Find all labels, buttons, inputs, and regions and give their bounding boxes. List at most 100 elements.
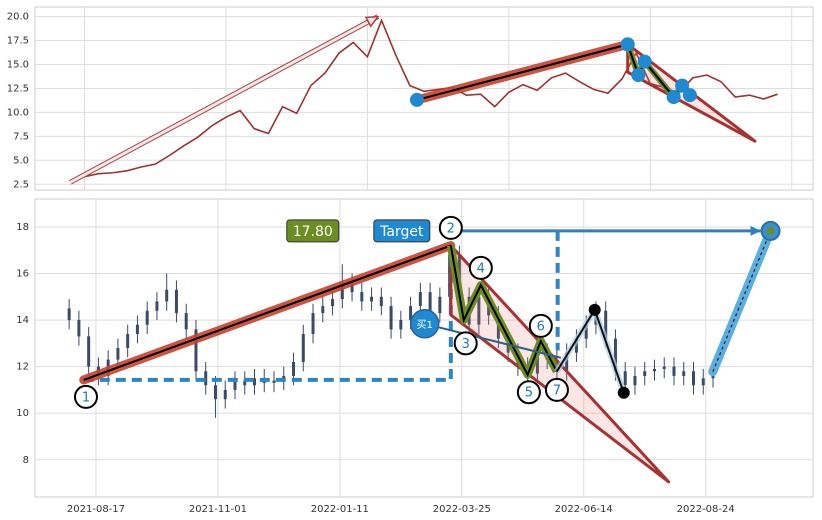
candle-body [409, 306, 413, 321]
candle-body [331, 299, 335, 307]
candle-body [370, 296, 374, 302]
trend-line [416, 43, 628, 101]
candle-body [223, 389, 227, 400]
y-tick-label: 2.5 [13, 179, 29, 190]
y-tick-label: 15.0 [7, 59, 29, 70]
y-tick-label: 10 [16, 408, 29, 419]
candle-body [477, 296, 481, 325]
candle-body [623, 371, 627, 386]
candle-body [613, 338, 617, 372]
price-line [70, 18, 778, 184]
x-tick-label: 2021-08-17 [67, 504, 125, 515]
candle-body [682, 371, 686, 376]
swing-point [617, 386, 630, 399]
point-label: 7 [553, 383, 561, 398]
candle-body [252, 378, 256, 386]
candle-body [535, 352, 539, 374]
point-label: 4 [477, 261, 485, 276]
arrow-inner [69, 15, 379, 184]
y-tick-label: 12 [16, 362, 29, 373]
point-marker [453, 331, 478, 356]
candle-body [652, 368, 656, 372]
candle-body [116, 348, 120, 360]
target-text: Target [379, 224, 424, 240]
candle-body [691, 371, 695, 386]
point-marker [528, 313, 553, 338]
candle-body [155, 301, 159, 311]
y-tick-label: 8 [23, 455, 29, 466]
trend-point [409, 92, 424, 107]
x-tick-label: 2022-08-24 [677, 504, 735, 515]
target-box [373, 219, 431, 243]
candle-body [418, 292, 422, 307]
candle-body [350, 282, 354, 293]
x-tick-label: 2022-06-14 [555, 504, 613, 515]
candle-body [672, 366, 676, 376]
projection-line [712, 230, 772, 372]
x-tick-label: 2022-03-25 [433, 504, 491, 515]
y-tick-label: 17.5 [7, 36, 29, 47]
target-arrow-head [750, 225, 761, 236]
price-box [286, 219, 340, 243]
candle-body [643, 371, 647, 376]
point-marker [468, 255, 493, 280]
y-tick-label: 20.0 [7, 12, 29, 23]
candle-body [184, 313, 188, 330]
pattern-point [637, 54, 652, 69]
candle-body [379, 296, 383, 307]
candle-body [243, 380, 247, 386]
pattern-point [631, 68, 646, 83]
x-tick-label: 2022-01-11 [311, 504, 369, 515]
y-tick-label: 10.0 [7, 107, 29, 118]
y-tick-label: 5.0 [13, 155, 29, 166]
price-text: 17.80 [293, 224, 333, 240]
candle-body [399, 320, 403, 330]
candle-body [604, 310, 608, 339]
candle-body [213, 385, 217, 400]
candle-body [584, 324, 588, 339]
candle-body [272, 380, 276, 383]
point-marker [73, 384, 98, 409]
buy-marker [409, 309, 440, 339]
y-tick-label: 14 [16, 315, 29, 326]
point-label: 3 [462, 337, 470, 352]
pattern-point [675, 78, 690, 93]
candle-body [565, 352, 569, 372]
candle-body [145, 310, 149, 325]
candle-body [633, 375, 637, 386]
candle-body [135, 324, 139, 335]
buy-link [424, 322, 562, 359]
candle-body [438, 296, 442, 314]
point-label: 2 [447, 221, 455, 236]
candle-body [662, 366, 666, 369]
candle-body [67, 308, 71, 321]
candle-body [311, 313, 315, 335]
candle-body [77, 320, 81, 337]
pattern-point [682, 88, 697, 103]
candle-body [321, 306, 325, 314]
pattern-line [449, 245, 558, 378]
candle-body [194, 329, 198, 372]
candle-body [301, 334, 305, 362]
candle-body [701, 378, 705, 386]
candle-body [233, 380, 237, 390]
y-tick-label: 12.5 [7, 83, 29, 94]
y-tick-label: 7.5 [13, 131, 29, 142]
y-tick-label: 18 [16, 222, 29, 233]
pattern-point [620, 37, 635, 52]
pattern-point [666, 90, 681, 105]
candle-body [126, 334, 130, 348]
candle-body [165, 289, 169, 302]
x-tick-label: 2021-11-01 [189, 504, 247, 515]
arrow-head [364, 15, 380, 28]
candle-body [292, 361, 296, 376]
swing-point [588, 303, 601, 316]
point-label: 1 [82, 390, 90, 405]
projection-target-core [766, 226, 775, 235]
candle-body [340, 282, 344, 300]
y-tick-label: 16 [16, 269, 29, 280]
buy-label: 买1 [417, 319, 433, 331]
candle-body [360, 292, 364, 302]
point-marker [516, 380, 541, 405]
